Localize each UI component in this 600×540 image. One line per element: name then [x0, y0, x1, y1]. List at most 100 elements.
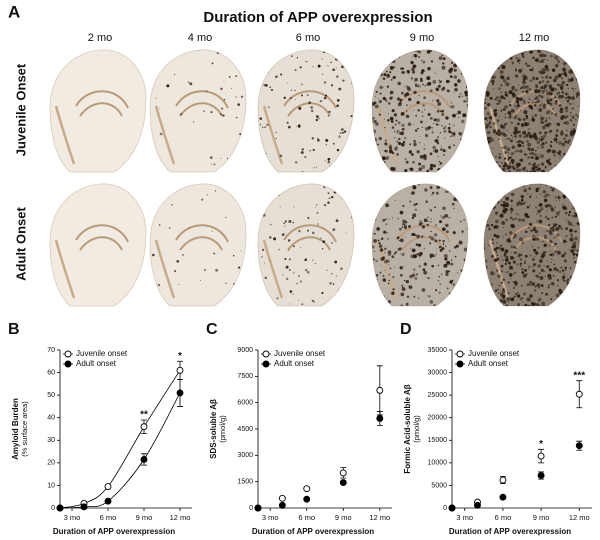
plaque: [158, 224, 161, 226]
plaque: [398, 227, 402, 231]
plaque: [489, 191, 493, 194]
plaque: [350, 115, 353, 118]
plaque: [287, 249, 289, 251]
plaque: [438, 163, 440, 165]
plaque: [457, 185, 461, 189]
plaque: [321, 291, 324, 295]
plaque: [571, 171, 575, 172]
plaque: [335, 275, 337, 277]
plaque: [503, 125, 506, 127]
brain-section: [149, 49, 247, 173]
plaque: [341, 299, 344, 302]
plaque: [539, 104, 542, 107]
plaque: [411, 191, 415, 195]
plaque: [399, 238, 404, 243]
plaque: [316, 204, 318, 206]
plaque: [488, 245, 490, 247]
plaque: [300, 247, 302, 249]
plaque: [484, 189, 487, 193]
plaque: [225, 217, 227, 219]
plaque: [534, 236, 536, 238]
plaque: [568, 167, 571, 171]
y-tick-label: 50: [47, 392, 55, 399]
plaque: [461, 232, 464, 234]
plaque: [535, 169, 538, 171]
plaque: [390, 167, 394, 171]
plaque: [567, 78, 572, 83]
plaque: [559, 111, 562, 114]
plaque: [436, 118, 440, 123]
plaque: [574, 58, 577, 61]
plaque: [464, 208, 468, 212]
plaque: [419, 220, 422, 224]
plaque: [466, 285, 468, 287]
plaque: [558, 141, 562, 145]
plaque: [413, 139, 417, 143]
plaque: [495, 131, 498, 134]
plaque: [338, 87, 342, 91]
plaque: [538, 205, 540, 207]
plaque: [520, 159, 524, 162]
plaque: [372, 73, 374, 77]
plaque: [441, 54, 443, 57]
plaque: [581, 107, 583, 109]
plaque: [573, 275, 576, 277]
y-tick-label: 25000: [428, 392, 448, 399]
plaque: [492, 147, 494, 149]
x-tick-label: 12 mo: [369, 513, 390, 522]
plaque: [573, 172, 574, 173]
plaque: [493, 304, 497, 306]
plaque: [463, 139, 466, 142]
plaque: [464, 129, 468, 133]
plaque: [535, 58, 539, 63]
plaque: [579, 116, 580, 119]
plaque: [449, 187, 454, 192]
plaque: [152, 253, 155, 257]
plaque: [514, 280, 518, 284]
plaque: [560, 121, 562, 123]
plaque: [255, 62, 257, 64]
plaque: [378, 180, 380, 182]
plaque: [488, 158, 490, 161]
plaque: [528, 64, 531, 67]
plaque: [506, 61, 508, 63]
y-tick-label: 0: [51, 505, 55, 512]
plaque: [511, 251, 513, 254]
plaque: [448, 145, 452, 149]
plaque: [421, 288, 426, 292]
plaque: [301, 171, 304, 172]
plaque: [440, 148, 443, 150]
plaque: [372, 167, 373, 172]
plaque: [524, 271, 526, 273]
plaque: [400, 67, 403, 70]
plaque: [387, 118, 390, 122]
plaque: [491, 58, 495, 62]
plaque: [566, 83, 569, 87]
plaque: [559, 154, 561, 156]
plaque: [515, 212, 518, 215]
plaque: [495, 173, 497, 175]
plaque: [439, 132, 442, 134]
plaque: [443, 223, 445, 225]
plaque: [543, 58, 546, 61]
plaque: [418, 265, 421, 268]
plaque: [397, 217, 400, 220]
plaque: [530, 229, 533, 232]
plaque: [563, 197, 566, 200]
column-label: 6 mo: [296, 32, 320, 44]
plaque: [581, 221, 582, 222]
plaque: [574, 288, 579, 293]
plaque: [441, 305, 443, 306]
plaque: [429, 242, 432, 245]
plaque: [562, 112, 564, 114]
plaque: [466, 97, 468, 100]
plaque: [570, 52, 574, 56]
plaque: [503, 227, 505, 229]
plaque: [408, 167, 411, 170]
plaque: [540, 102, 544, 106]
plaque: [581, 302, 582, 303]
plaque: [571, 107, 573, 110]
plaque: [386, 231, 388, 234]
plaque: [495, 188, 498, 191]
plaque: [524, 254, 528, 258]
